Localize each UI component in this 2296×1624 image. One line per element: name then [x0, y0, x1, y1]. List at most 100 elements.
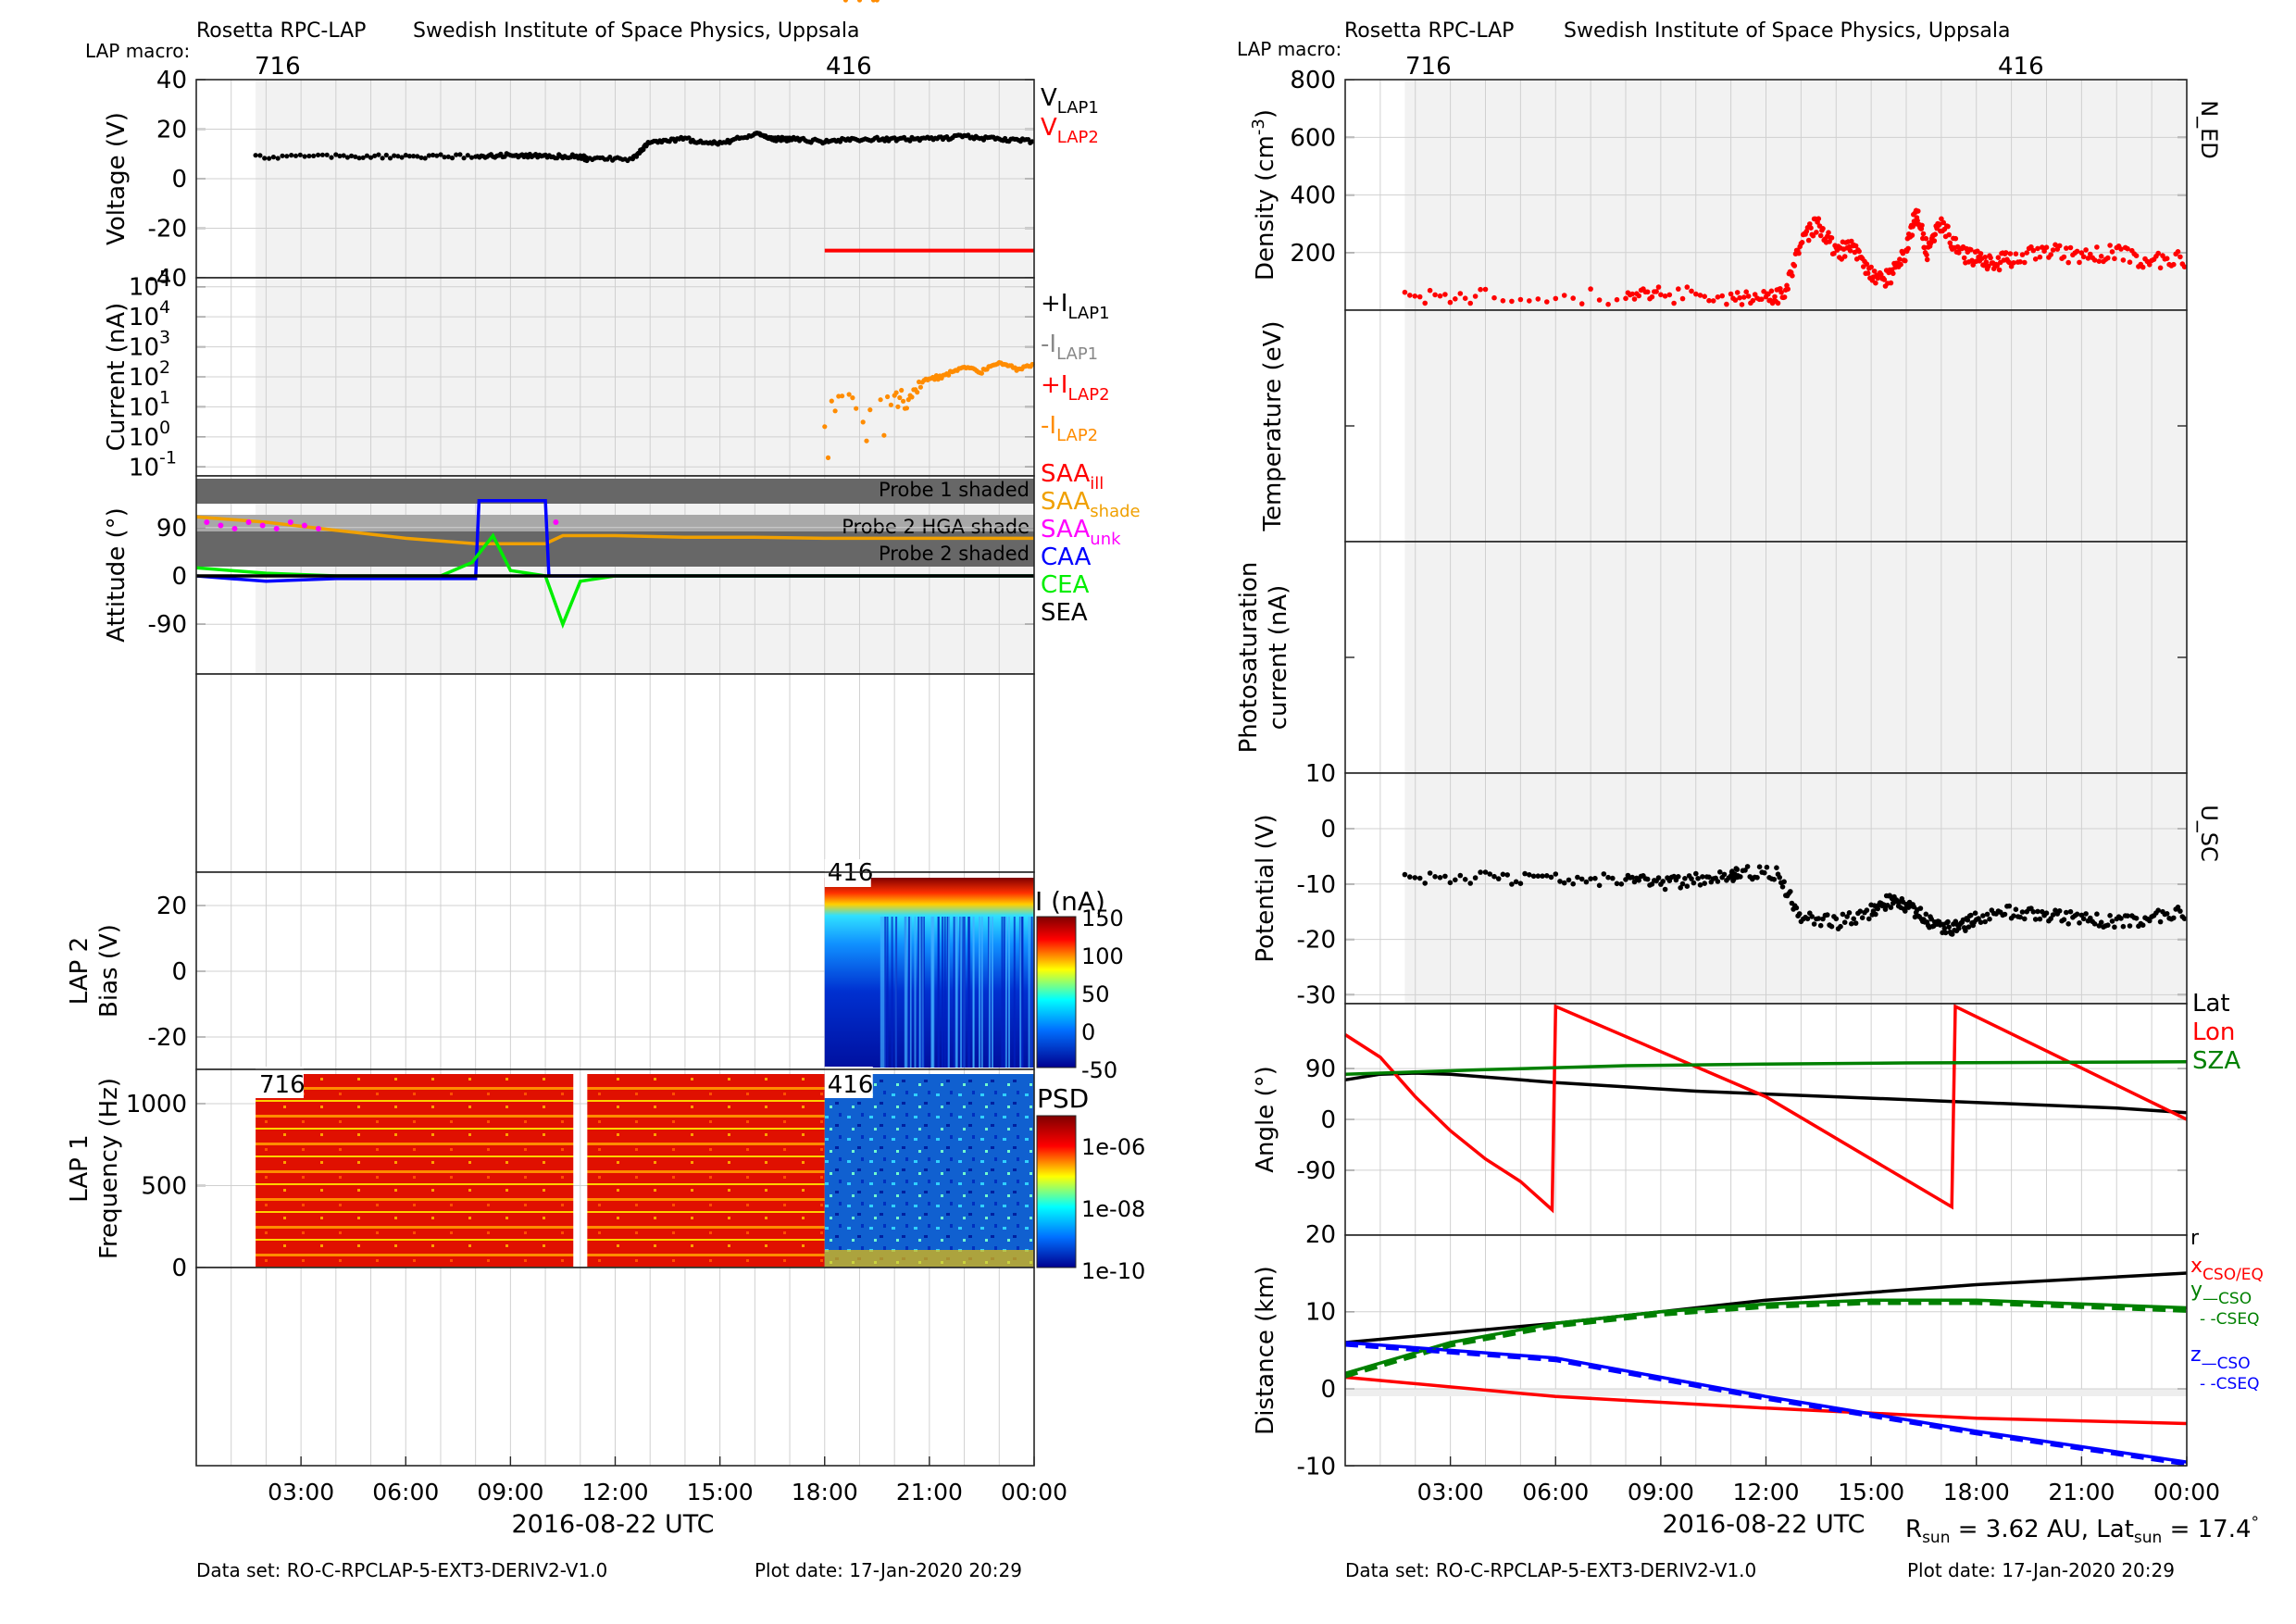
tick-base: 10 [129, 274, 159, 302]
psd-heatmap-716-a [256, 1074, 574, 1268]
probe2-hga-label: Probe 2 HGA shade [842, 516, 1029, 538]
potential-point [1691, 880, 1697, 886]
potential-point [1793, 905, 1800, 911]
bias-streak [1004, 917, 1007, 1068]
density-point [2024, 250, 2029, 256]
angle-legend-entry: Lon [2192, 1018, 2235, 1046]
density-point [1412, 294, 1418, 299]
potential-point [1873, 911, 1878, 918]
potential-point [1482, 869, 1489, 875]
potential-point [1777, 874, 1782, 881]
sun-lat-value: = 17.4 [2162, 1516, 2251, 1543]
potential-point [1838, 923, 1843, 930]
psd-colorbar-tick: 1e-10 [1081, 1258, 1145, 1284]
psd-colorbar [1036, 1115, 1077, 1268]
bias-streak [946, 917, 949, 1068]
density-point [2109, 249, 2115, 255]
ilap2-point [881, 432, 887, 438]
current-ytick-exp: 4 [159, 297, 170, 318]
potential-point [1618, 881, 1625, 887]
density-point [1732, 297, 1739, 303]
vlap1-point [275, 156, 281, 161]
voltage-ytick-label: -40 [148, 265, 187, 293]
density-point [1422, 300, 1428, 306]
density-point [1649, 294, 1655, 300]
potential-point [1976, 916, 1981, 921]
density-point [1676, 286, 1681, 292]
potential-point [1965, 917, 1971, 923]
legend-text: V [1041, 84, 1057, 112]
potential-point [1888, 905, 1894, 910]
potential-point [1779, 884, 1786, 890]
vlap1-points [253, 131, 1035, 164]
xtick-label: 09:00 [1628, 1479, 1694, 1505]
angle-legend-entry: SZA [2192, 1047, 2240, 1075]
vlap1-point [395, 154, 401, 159]
legend-text: Lat [2192, 990, 2230, 1018]
legend-text: +I [1041, 290, 1067, 318]
legend-sub: LAP1 [1057, 98, 1099, 118]
potential-point [1697, 882, 1703, 888]
potential-point [1566, 877, 1572, 883]
ilap2-point [842, 0, 848, 3]
density-point [1898, 261, 1903, 268]
right-dataset: Data set: RO-C-RPCLAP-5-EXT3-DERIV2-V1.0 [1345, 1559, 1756, 1581]
left-instrument-label: Rosetta RPC-LAP [196, 19, 366, 43]
potential-point [1866, 916, 1872, 922]
vlap1-point [434, 153, 440, 158]
legend-text: z [2190, 1343, 2202, 1367]
lap2-bias-colorbar-tick: 150 [1081, 906, 1124, 931]
density-point [2120, 257, 2127, 263]
density-point [2083, 247, 2089, 253]
bias-streak [914, 917, 917, 1068]
potential-point [1825, 912, 1830, 918]
saa-unk-point [218, 522, 224, 529]
sun-info: Rsun = 3.62 AU, Latsun = 17.4° [1905, 1514, 2259, 1547]
distance-y-line [1344, 1298, 2188, 1375]
xtick-label: 03:00 [268, 1479, 334, 1505]
lap2-bias-colorbar-tick: 100 [1081, 943, 1124, 969]
density-point [2067, 244, 2074, 251]
potential-point [1788, 889, 1793, 894]
potential-point [1442, 873, 1448, 880]
potential-point [2157, 918, 2164, 925]
ilap2-point [979, 370, 984, 376]
vlap1-point [438, 152, 443, 157]
density-point [1982, 255, 1988, 260]
lap2-bias-macro-box [824, 859, 871, 887]
density-point [1808, 225, 1814, 231]
ilap2-point [915, 390, 920, 395]
ilap2-point [917, 384, 924, 390]
density-point [1693, 291, 1699, 297]
potential-point [2080, 916, 2087, 922]
potential-point [1689, 876, 1694, 881]
lap2-bias-colorbar-title: I (nA) [1035, 886, 1105, 917]
density-point [1527, 298, 1532, 304]
density-point [2105, 255, 2111, 261]
potential-point [1644, 876, 1651, 882]
potential-point [1762, 869, 1767, 876]
vlap1-point [411, 154, 417, 159]
potential-point [2043, 910, 2050, 916]
vlap1-point [289, 153, 294, 158]
density-point [1766, 291, 1771, 297]
potential-point [1963, 928, 1968, 933]
current-ytick-exp: 1 [159, 387, 170, 407]
density-point [1750, 297, 1756, 304]
density-point [1924, 256, 1930, 263]
potential-point [2098, 919, 2104, 925]
density-point [2077, 259, 2082, 266]
density-point [1856, 248, 1862, 255]
density-point [2017, 259, 2023, 265]
density-point [1472, 294, 1479, 299]
bias-streak [920, 917, 923, 1068]
potential-point [1840, 911, 1846, 918]
potential-point [2083, 911, 2089, 917]
potential-point [1804, 916, 1811, 922]
potential-point [2074, 911, 2080, 918]
saa-unk-point [315, 525, 321, 531]
potential-ylabel: Potential (V) [1252, 814, 1279, 962]
vlap1-point [253, 153, 258, 158]
vlap1-point [399, 155, 405, 160]
